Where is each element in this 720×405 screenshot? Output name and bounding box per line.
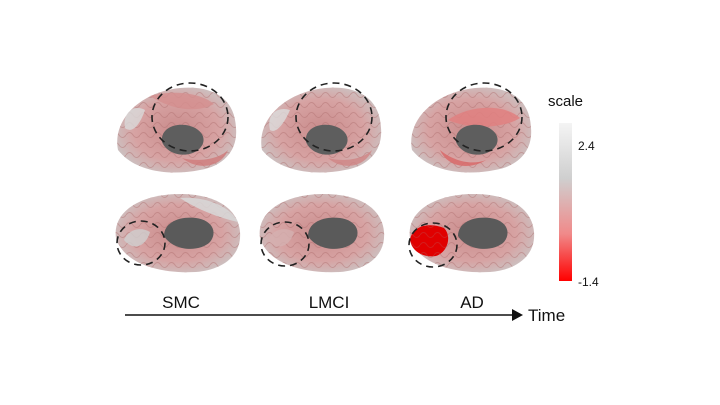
group-label-lmci: LMCI bbox=[309, 293, 350, 312]
brain-ad-medial bbox=[409, 194, 535, 273]
roi-circle-smc-lateral bbox=[151, 82, 229, 152]
brain-ad-lateral bbox=[411, 87, 532, 173]
brain-smc-medial bbox=[115, 194, 241, 273]
roi-circle-ad-medial bbox=[408, 222, 458, 268]
roi-circle-ad-lateral bbox=[445, 82, 523, 152]
time-axis-arrowhead bbox=[512, 309, 523, 321]
time-axis-label: Time bbox=[528, 306, 565, 325]
colorbar-min-label: -1.4 bbox=[578, 275, 599, 289]
roi-circle-smc-medial bbox=[116, 220, 166, 266]
colorbar-title: scale bbox=[548, 93, 583, 110]
group-label-smc: SMC bbox=[162, 293, 200, 312]
roi-circle-lmci-medial bbox=[260, 221, 310, 267]
colorbar bbox=[559, 123, 572, 281]
brain-lmci-medial bbox=[259, 194, 385, 273]
brain-smc-lateral bbox=[117, 87, 237, 173]
group-label-ad: AD bbox=[460, 293, 484, 312]
colorbar-max-label: 2.4 bbox=[578, 139, 595, 153]
roi-circle-lmci-lateral bbox=[295, 82, 373, 152]
brain-lmci-lateral bbox=[261, 87, 382, 173]
